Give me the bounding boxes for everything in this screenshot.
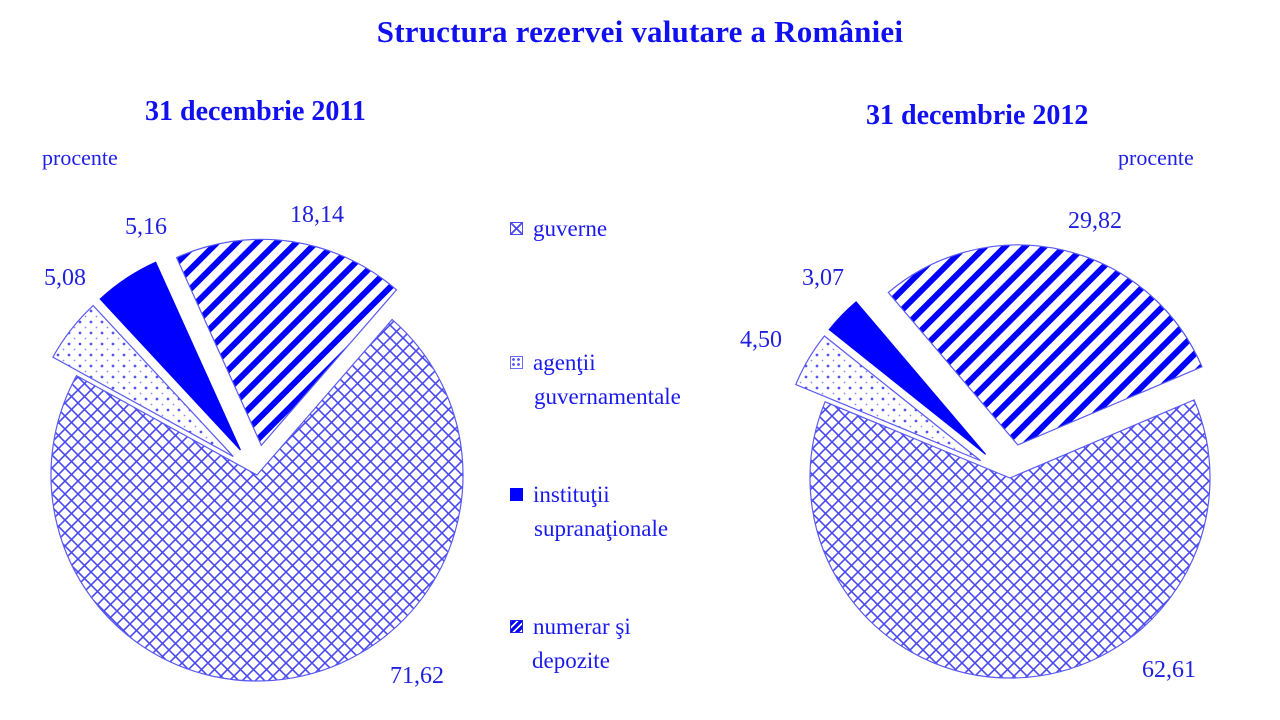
chart-2012-unit: procente	[1118, 145, 1194, 170]
legend-label-agentii-line1: agenţii	[533, 350, 596, 375]
label-2011-guverne: 71,62	[390, 663, 444, 689]
chart-2012-subtitle: 31 decembrie 2012	[866, 100, 1089, 131]
legend-label-institutii-line2: supranaţionale	[534, 516, 669, 541]
legend-item-agentii: agenţii guvernamentale	[510, 346, 681, 414]
chart-title: Structura rezervei valutare a României	[376, 14, 904, 49]
legend-item-numerar: numerar şi depozite	[510, 610, 631, 678]
label-2011-institutii: 5,16	[125, 214, 167, 240]
legend-label-numerar-line2: depozite	[532, 648, 610, 673]
label-2012-institutii: 3,07	[802, 265, 844, 291]
pie-slice-institutii	[99, 261, 241, 451]
pie-slice-numerar	[887, 244, 1203, 446]
crosshatch-swatch-icon	[510, 222, 523, 235]
pie-2012	[795, 244, 1211, 679]
legend-label-guverne: guverne	[533, 216, 608, 241]
legend-item-guverne: guverne	[510, 212, 607, 246]
label-2011-numerar: 18,14	[290, 202, 344, 228]
pie-slice-guverne	[809, 399, 1211, 679]
pie-slice-institutii	[828, 301, 987, 455]
legend-label-institutii-line1: instituţii	[533, 482, 610, 507]
legend-label-agentii-line2: guvernamentale	[534, 384, 681, 409]
chart-2011-subtitle: 31 decembrie 2011	[145, 96, 366, 127]
chart-2011-unit: procente	[42, 145, 118, 170]
label-2011-agentii: 5,08	[44, 265, 86, 291]
label-2012-numerar: 29,82	[1068, 208, 1122, 234]
pie-slice-agentii	[795, 335, 982, 462]
dots-swatch-icon	[510, 356, 523, 369]
pie-slice-guverne	[50, 318, 464, 682]
pie-slice-numerar	[175, 238, 398, 447]
legend-label-numerar-line1: numerar şi	[533, 614, 631, 639]
label-2012-agentii: 4,50	[740, 327, 782, 353]
pie-slice-agentii	[52, 304, 234, 458]
pie-2011	[50, 238, 464, 682]
stripes-swatch-icon	[510, 620, 523, 633]
legend-item-institutii: instituţii supranaţionale	[510, 478, 668, 546]
label-2012-guverne: 62,61	[1142, 657, 1196, 683]
solid-swatch-icon	[510, 488, 523, 501]
